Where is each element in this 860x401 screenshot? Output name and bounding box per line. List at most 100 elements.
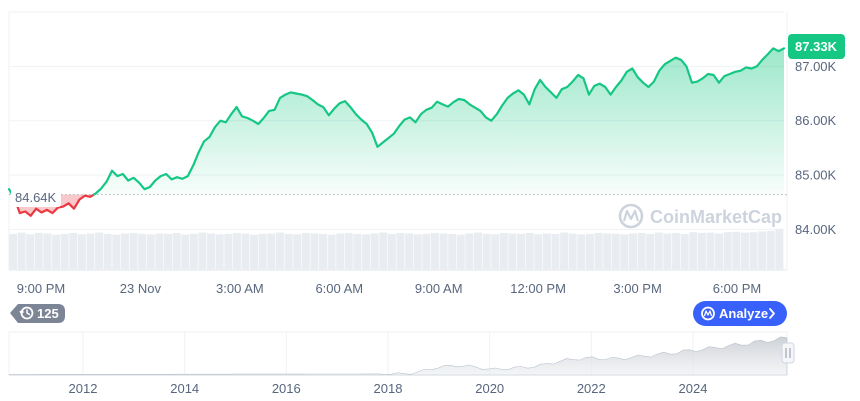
- x-tick-label: 6:00 PM: [713, 281, 761, 296]
- y-tick-label: 87.00K: [795, 59, 837, 74]
- volume-bar: [430, 233, 439, 270]
- volume-bar: [689, 232, 698, 270]
- volume-bar: [26, 234, 35, 270]
- x-tick-label: 23 Nov: [120, 281, 162, 296]
- volume-bar: [95, 232, 104, 270]
- x-axis: 9:00 PM 23 Nov 3:00 AM 6:00 AM 9:00 AM 12:00 …: [17, 281, 761, 296]
- volume-bar: [275, 232, 284, 270]
- volume-bar: [336, 233, 345, 270]
- volume-bar: [198, 232, 207, 270]
- history-clock-icon: [19, 306, 34, 320]
- volume-bar: [568, 233, 577, 270]
- chevron-right-icon: [769, 308, 775, 319]
- volume-bar: [138, 233, 147, 270]
- volume-bar: [491, 234, 500, 270]
- volume-bar: [542, 233, 551, 270]
- volume-bar: [344, 233, 353, 270]
- volume-bar: [301, 233, 310, 270]
- year-tick-label: 2012: [69, 381, 98, 396]
- volume-bar: [439, 233, 448, 270]
- volume-bar: [577, 234, 586, 270]
- volume-bar: [629, 233, 637, 270]
- volume-bar: [86, 233, 95, 270]
- volume-bar: [379, 232, 388, 270]
- price-line-down: [11, 193, 95, 217]
- volume-bars: [9, 228, 784, 270]
- volume-bar: [77, 234, 86, 270]
- event-count: 125: [37, 306, 59, 321]
- price-series: [7, 47, 787, 217]
- volume-bar: [474, 232, 482, 270]
- volume-bar: [362, 234, 371, 270]
- analyze-button[interactable]: Analyze: [693, 301, 787, 326]
- volume-bar: [422, 233, 431, 270]
- volume-bar: [172, 233, 181, 270]
- volume-bar: [319, 233, 327, 270]
- volume-bar: [241, 233, 250, 270]
- events-toggle-button[interactable]: 125: [10, 304, 65, 323]
- svg-text:84.64K: 84.64K: [15, 190, 57, 205]
- volume-bar: [310, 233, 319, 270]
- overview-navigator: [8, 331, 788, 376]
- volume-bar: [517, 233, 526, 270]
- volume-bar: [508, 233, 517, 270]
- x-tick-label: 9:00 PM: [17, 281, 65, 296]
- volume-bar: [353, 233, 362, 270]
- volume-bar: [52, 234, 61, 270]
- volume-bar: [34, 233, 43, 270]
- y-axis: 84.00K 85.00K 86.00K 87.00K: [795, 59, 837, 237]
- volume-bar: [534, 234, 543, 270]
- current-price-badge: 87.33K: [788, 34, 845, 59]
- volume-bar: [224, 233, 233, 270]
- volume-bar: [603, 233, 612, 270]
- coinmarketcap-logo-icon: [618, 203, 644, 229]
- volume-bar: [120, 233, 129, 270]
- volume-bar: [585, 233, 594, 270]
- price-line-up: [92, 47, 786, 196]
- volume-bar: [740, 232, 749, 270]
- volume-bar: [396, 233, 405, 270]
- volume-bar: [551, 233, 560, 270]
- volume-bar: [482, 233, 491, 270]
- volume-bar: [758, 231, 767, 270]
- reference-price-label: 84.64K: [11, 188, 61, 207]
- svg-text:87.33K: 87.33K: [795, 39, 838, 54]
- volume-bar: [9, 233, 17, 270]
- x-tick-label: 6:00 AM: [315, 281, 363, 296]
- volume-bar: [697, 233, 706, 270]
- volume-bar: [129, 233, 138, 270]
- brand-watermark: CoinMarketCap: [618, 203, 782, 229]
- volume-bar: [155, 233, 164, 270]
- volume-bar: [405, 233, 414, 270]
- analyze-logo-icon: [701, 306, 715, 321]
- year-tick-label: 2024: [679, 381, 708, 396]
- volume-bar: [103, 233, 112, 270]
- volume-bar: [560, 232, 569, 270]
- volume-bar: [258, 233, 267, 270]
- volume-bar: [370, 233, 379, 270]
- volume-bar: [465, 233, 474, 270]
- volume-bar: [250, 234, 259, 270]
- y-tick-label: 85.00K: [795, 168, 837, 183]
- year-tick-label: 2022: [577, 381, 606, 396]
- volume-bar: [69, 233, 78, 270]
- x-tick-label: 9:00 AM: [415, 281, 463, 296]
- y-tick-label: 86.00K: [795, 113, 837, 128]
- navigator-history-area: [8, 336, 788, 376]
- volume-bar: [284, 233, 293, 270]
- year-tick-label: 2016: [272, 381, 301, 396]
- year-tick-label: 2014: [170, 381, 199, 396]
- volume-bar: [611, 233, 620, 270]
- volume-bar: [456, 234, 465, 270]
- volume-bar: [775, 228, 784, 270]
- volume-bar: [715, 233, 724, 270]
- year-tick-label: 2020: [475, 381, 504, 396]
- year-tick-label: 2018: [374, 381, 403, 396]
- volume-bar: [646, 233, 655, 270]
- volume-bar: [17, 232, 26, 270]
- volume-bar: [723, 232, 732, 270]
- volume-bar: [766, 230, 775, 270]
- brand-name: CoinMarketCap: [650, 207, 782, 227]
- navigator-handle[interactable]: [781, 342, 795, 364]
